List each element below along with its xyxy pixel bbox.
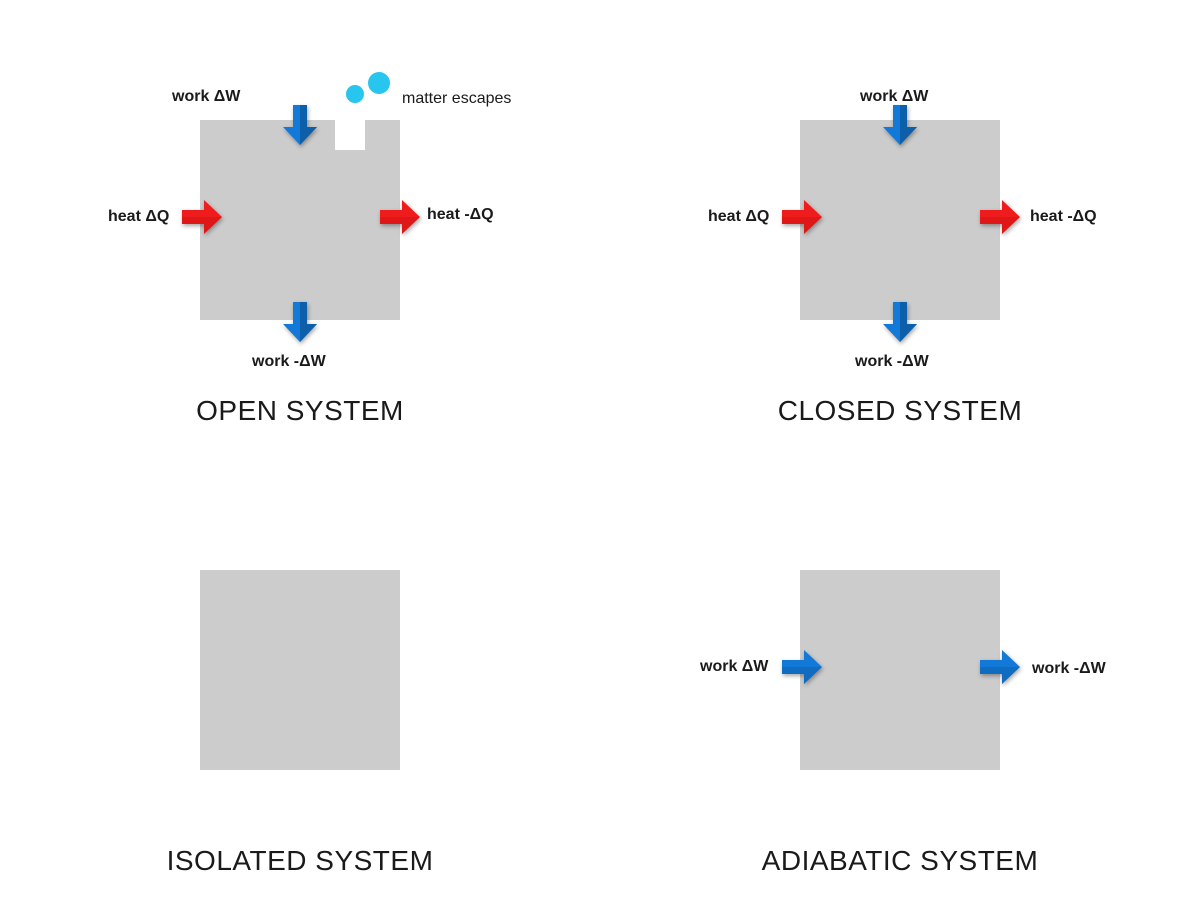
title-closed-system: CLOSED SYSTEM <box>600 395 1200 427</box>
label-heat-out: heat -ΔQ <box>1030 208 1097 226</box>
arrow-work-out <box>283 302 317 342</box>
panel-closed-system: work ΔW work -ΔW heat ΔQ heat -ΔQ CLOSED… <box>600 0 1200 450</box>
panel-open-system: work ΔW work -ΔW heat ΔQ heat -ΔQ matter… <box>0 0 600 450</box>
title-isolated-system: ISOLATED SYSTEM <box>0 845 600 877</box>
arrow-heat-out <box>380 200 420 234</box>
label-heat-out: heat -ΔQ <box>427 206 494 224</box>
system-box-isolated <box>200 570 400 770</box>
arrow-work-in <box>883 105 917 145</box>
label-work-in: work ΔW <box>172 88 240 106</box>
title-adiabatic-system: ADIABATIC SYSTEM <box>600 845 1200 877</box>
panel-isolated-system: ISOLATED SYSTEM <box>0 450 600 900</box>
panel-adiabatic-system: work ΔW work -ΔW ADIABATIC SYSTEM <box>600 450 1200 900</box>
label-work-in: work ΔW <box>700 658 768 676</box>
label-matter-escapes: matter escapes <box>402 90 511 108</box>
arrow-work-in <box>283 105 317 145</box>
label-work-out: work -ΔW <box>252 353 326 371</box>
arrow-heat-in <box>182 200 222 234</box>
label-heat-in: heat ΔQ <box>708 208 769 226</box>
arrow-work-in <box>782 650 822 684</box>
label-work-out: work -ΔW <box>855 353 929 371</box>
arrow-work-out <box>883 302 917 342</box>
system-box-adiabatic <box>800 570 1000 770</box>
matter-particle-icon <box>346 85 364 103</box>
system-box-closed <box>800 120 1000 320</box>
system-box-open <box>200 120 400 320</box>
title-open-system: OPEN SYSTEM <box>0 395 600 427</box>
box-shape-open <box>200 120 400 320</box>
matter-particle-icon <box>368 72 390 94</box>
label-heat-in: heat ΔQ <box>108 208 169 226</box>
arrow-work-out <box>980 650 1020 684</box>
label-work-out: work -ΔW <box>1032 660 1106 678</box>
arrow-heat-in <box>782 200 822 234</box>
label-work-in: work ΔW <box>860 88 928 106</box>
arrow-heat-out <box>980 200 1020 234</box>
